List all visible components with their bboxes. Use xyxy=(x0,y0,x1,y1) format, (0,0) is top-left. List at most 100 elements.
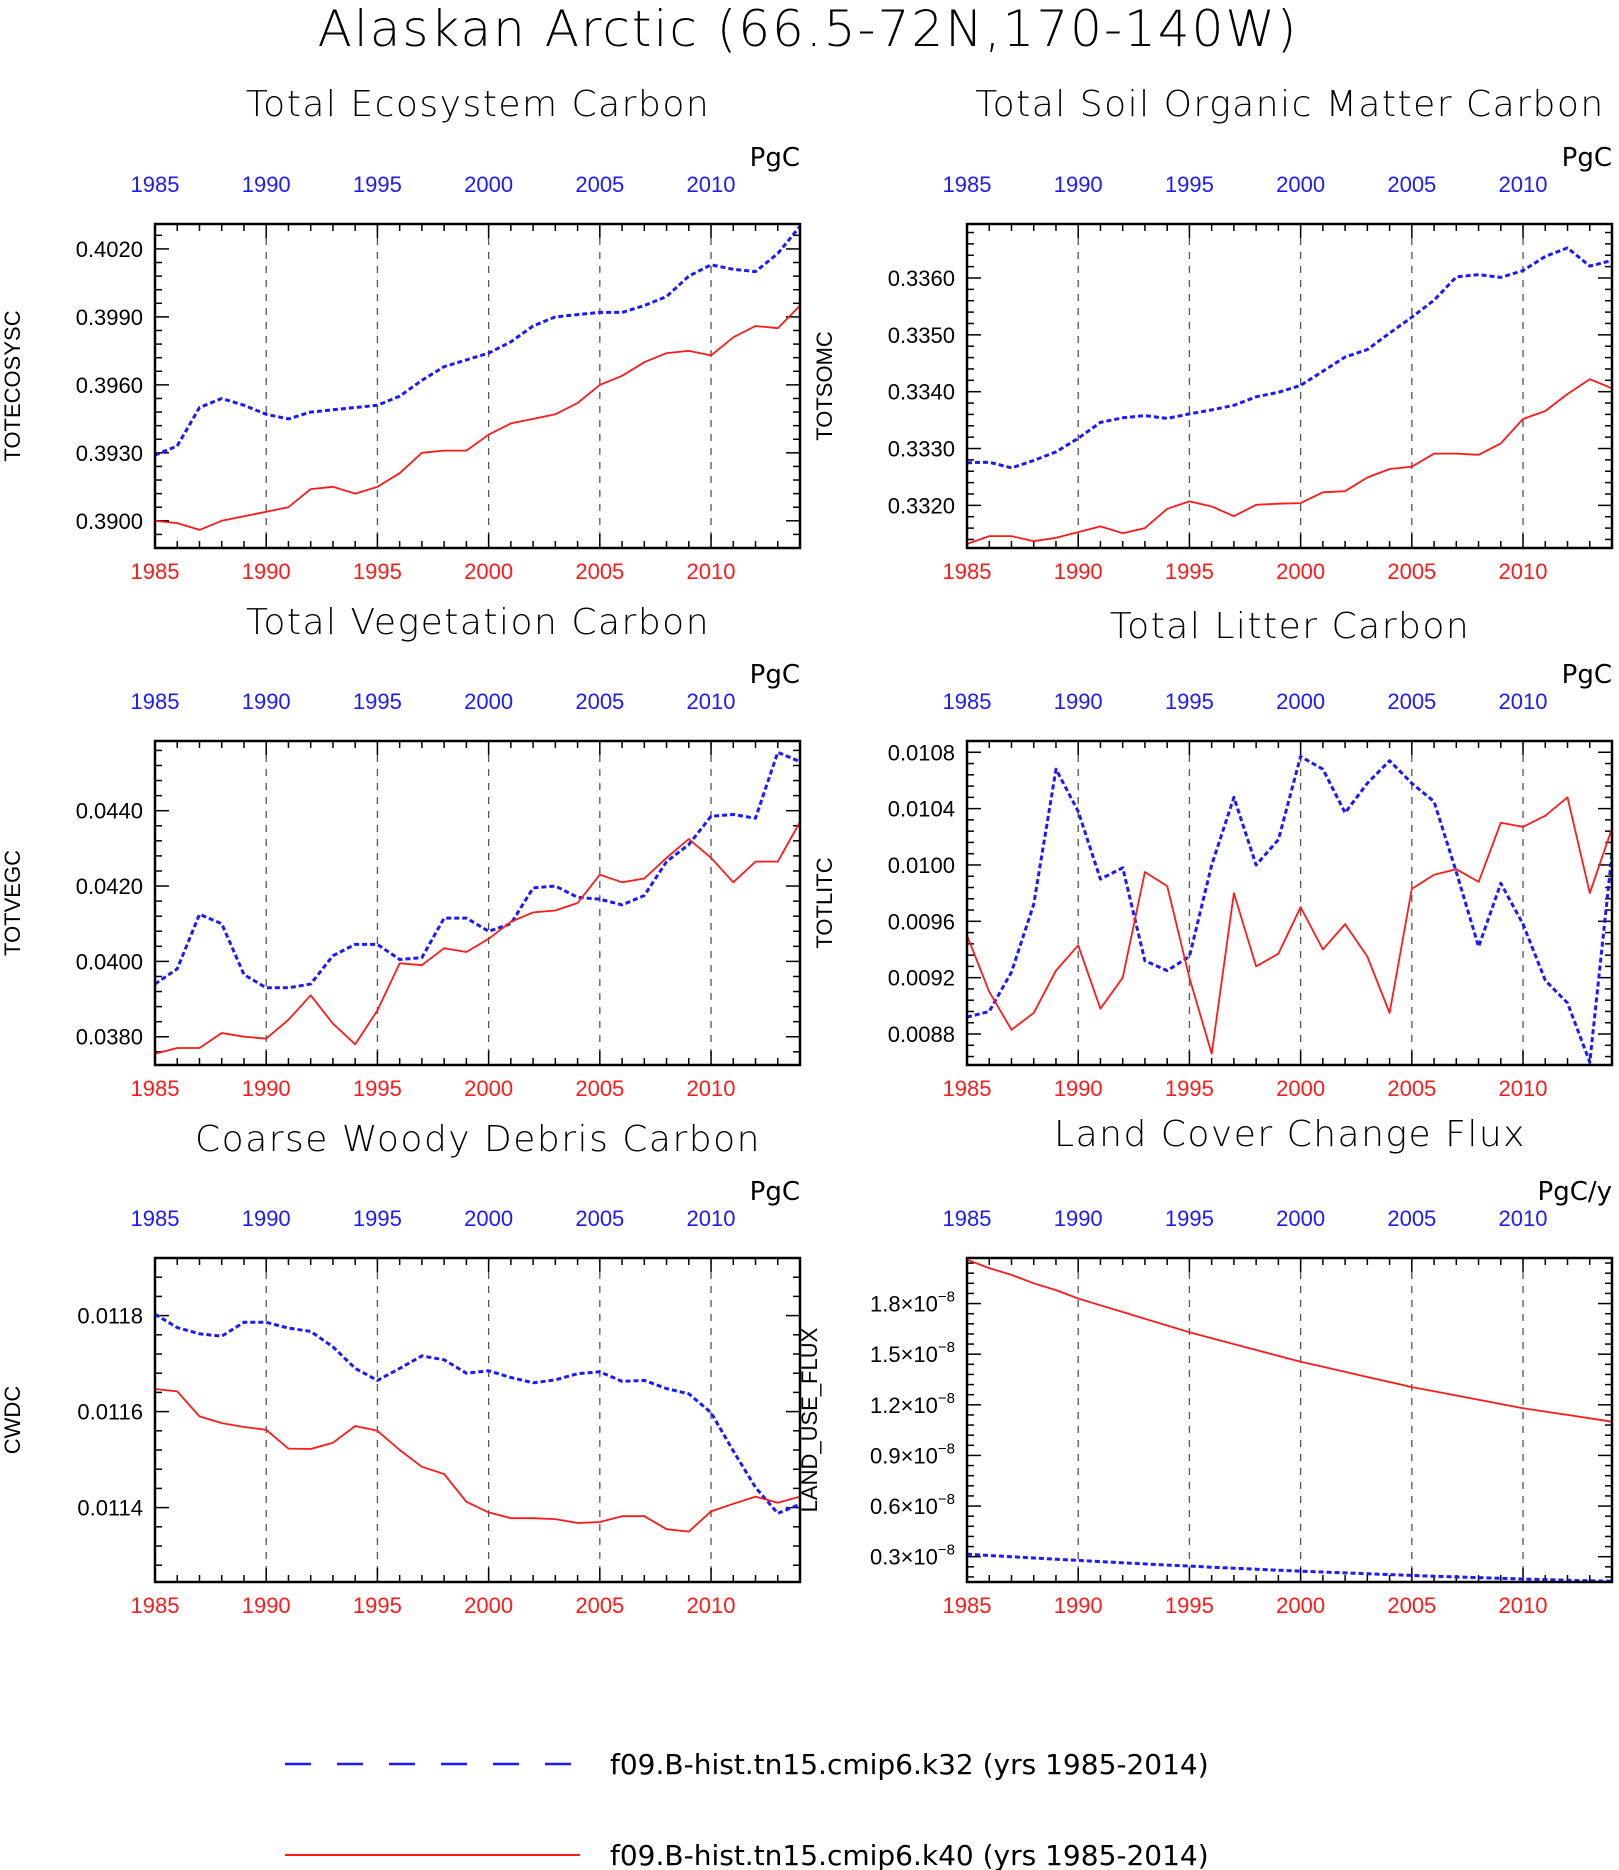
x-tick-label-top: 2010 xyxy=(1499,172,1548,197)
y-tick-label: 0.3960 xyxy=(76,373,143,398)
series-line-k40 xyxy=(967,378,1612,545)
x-tick-label-top: 1985 xyxy=(131,689,180,714)
panel-title: Total Litter Carbon xyxy=(1110,606,1470,647)
panel-total-soil-organic-matter-carbon: Total Soil Organic Matter Carbon PgC 1985 1… xyxy=(812,84,1614,584)
y-tick-label: 1.5×10−8 xyxy=(870,1339,955,1367)
panel-title: Coarse Woody Debris Carbon xyxy=(195,1119,761,1160)
x-tick-label-bottom: 1985 xyxy=(943,1076,992,1101)
y-axis-label: CWDC xyxy=(0,1386,25,1455)
x-tick-label-top: 1990 xyxy=(1054,1206,1103,1231)
y-tick-label: 0.0088 xyxy=(888,1022,955,1047)
legend-label-k40: f09.B-hist.tn15.cmip6.k40 (yrs 1985-2014… xyxy=(610,1839,1209,1870)
units-label: PgC xyxy=(750,1177,800,1207)
plot-frame xyxy=(153,222,802,550)
x-tick-label-bottom: 2000 xyxy=(1276,1593,1325,1618)
x-tick-label-top: 2000 xyxy=(464,1206,513,1231)
x-tick-label-top: 1990 xyxy=(242,689,291,714)
x-tick-label-top: 2000 xyxy=(1276,172,1325,197)
x-tick-label-bottom: 1990 xyxy=(1054,559,1103,584)
x-tick-label-top: 2005 xyxy=(575,172,624,197)
series-line-k40 xyxy=(967,1258,1612,1423)
panel-land-cover-change-flux: Land Cover Change Flux PgC/y 1985 1985 1990 1… xyxy=(797,1114,1614,1618)
series-line-k32 xyxy=(155,1312,800,1515)
panel-coarse-woody-debris-carbon: Coarse Woody Debris Carbon PgC 1985 1985 199… xyxy=(0,1119,802,1618)
x-tick-label-bottom: 2010 xyxy=(1499,1593,1548,1618)
x-tick-label-top: 1990 xyxy=(1054,172,1103,197)
x-tick-label-bottom: 1995 xyxy=(353,1076,402,1101)
y-tick-label: 0.3320 xyxy=(888,493,955,518)
x-tick-label-bottom: 2010 xyxy=(1499,559,1548,584)
units-label: PgC xyxy=(750,660,800,690)
series-line-k40 xyxy=(155,1388,800,1533)
panel-title: Total Soil Organic Matter Carbon xyxy=(975,84,1605,125)
x-tick-label-top: 2010 xyxy=(687,172,736,197)
y-tick-label: 0.3990 xyxy=(76,305,143,330)
y-tick-label: 0.3360 xyxy=(888,266,955,291)
x-tick-label-top: 1985 xyxy=(131,172,180,197)
panel-title: Total Vegetation Carbon xyxy=(246,602,710,643)
x-tick-label-top: 2005 xyxy=(1387,1206,1436,1231)
x-tick-label-bottom: 1990 xyxy=(242,559,291,584)
y-tick-label: 0.4020 xyxy=(76,237,143,262)
y-tick-label: 0.9×10−8 xyxy=(870,1440,955,1468)
x-tick-label-bottom: 1985 xyxy=(131,1076,180,1101)
x-tick-label-bottom: 2000 xyxy=(1276,1076,1325,1101)
units-label: PgC/y xyxy=(1538,1177,1612,1207)
main-title: Alaskan Arctic (66.5-72N,170-140W) xyxy=(318,0,1299,58)
y-axis-label: TOTSOMC xyxy=(812,331,837,441)
y-tick-label: 0.0440 xyxy=(76,799,143,824)
x-tick-label-top: 1995 xyxy=(353,1206,402,1231)
x-tick-label-bottom: 1995 xyxy=(353,1593,402,1618)
x-tick-label-bottom: 2005 xyxy=(1387,559,1436,584)
x-tick-label-bottom: 2005 xyxy=(1387,1593,1436,1618)
x-tick-label-top: 2005 xyxy=(1387,689,1436,714)
y-tick-label: 0.0114 xyxy=(77,1496,143,1521)
x-tick-label-bottom: 1995 xyxy=(1165,1076,1214,1101)
x-tick-label-top: 2000 xyxy=(1276,1206,1325,1231)
x-tick-label-top: 1985 xyxy=(943,689,992,714)
x-tick-label-bottom: 2010 xyxy=(687,1593,736,1618)
y-tick-exponent: −8 xyxy=(938,1542,955,1559)
x-tick-label-top: 2010 xyxy=(687,1206,736,1231)
x-tick-label-bottom: 1990 xyxy=(242,1593,291,1618)
y-tick-label: 0.0400 xyxy=(76,949,143,974)
y-tick-label: 0.0118 xyxy=(77,1304,143,1329)
series-line-k32 xyxy=(967,755,1612,1064)
x-tick-label-bottom: 1985 xyxy=(943,559,992,584)
y-tick-label: 0.6×10−8 xyxy=(870,1491,955,1519)
plot-frame xyxy=(153,739,802,1067)
x-tick-label-bottom: 2005 xyxy=(575,559,624,584)
panel-total-vegetation-carbon: Total Vegetation Carbon PgC 1985 1985 1990 19… xyxy=(0,602,802,1101)
plot-frame xyxy=(965,222,1614,550)
y-tick-label: 0.0420 xyxy=(76,874,143,899)
x-tick-label-bottom: 1985 xyxy=(131,559,180,584)
series-line-k32 xyxy=(967,246,1612,470)
x-tick-label-top: 2010 xyxy=(687,689,736,714)
x-tick-label-top: 1995 xyxy=(1165,689,1214,714)
x-tick-label-top: 1990 xyxy=(1054,689,1103,714)
x-tick-label-bottom: 1990 xyxy=(242,1076,291,1101)
x-tick-label-top: 2000 xyxy=(464,172,513,197)
x-tick-label-bottom: 1995 xyxy=(1165,559,1214,584)
x-tick-label-top: 1995 xyxy=(353,689,402,714)
y-tick-exponent: −8 xyxy=(938,1390,955,1407)
x-tick-label-top: 2005 xyxy=(575,1206,624,1231)
y-tick-exponent: −8 xyxy=(938,1289,955,1306)
x-tick-label-top: 2010 xyxy=(1499,689,1548,714)
panel-total-ecosystem-carbon: Total Ecosystem Carbon PgC 1985 1985 1990 199… xyxy=(0,84,802,584)
y-tick-label: 0.3340 xyxy=(888,380,955,405)
x-tick-label-bottom: 1985 xyxy=(131,1593,180,1618)
units-label: PgC xyxy=(750,143,800,173)
y-tick-label: 0.0380 xyxy=(76,1025,143,1050)
x-tick-label-bottom: 2005 xyxy=(575,1593,624,1618)
x-tick-label-top: 2000 xyxy=(1276,689,1325,714)
y-tick-label: 0.0116 xyxy=(77,1400,143,1425)
y-tick-label: 0.0108 xyxy=(888,740,955,765)
series-line-k40 xyxy=(155,821,800,1055)
x-tick-label-bottom: 1985 xyxy=(943,1593,992,1618)
y-tick-label: 0.0100 xyxy=(888,853,955,878)
x-tick-label-bottom: 2000 xyxy=(464,1076,513,1101)
x-tick-label-bottom: 2010 xyxy=(687,559,736,584)
x-tick-label-top: 1985 xyxy=(943,172,992,197)
